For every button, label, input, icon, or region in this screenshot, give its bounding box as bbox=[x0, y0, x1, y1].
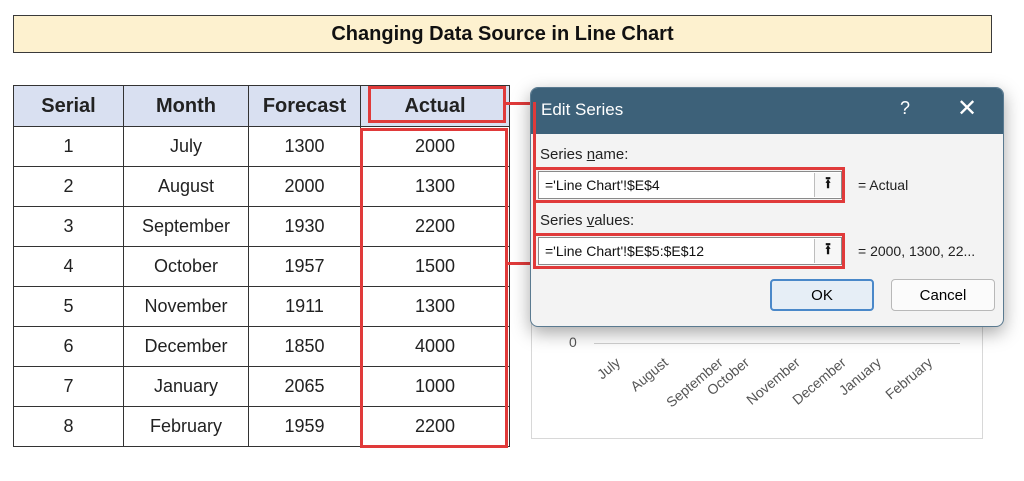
edit-series-dialog: Edit Series ? ✕ Series name: ='Line Char… bbox=[530, 87, 1004, 327]
cell-month[interactable]: January bbox=[123, 366, 249, 407]
close-icon[interactable]: ✕ bbox=[956, 95, 978, 122]
cell-forecast[interactable]: 1850 bbox=[248, 326, 361, 367]
series-name-label: Series name: bbox=[540, 146, 629, 163]
cell-month[interactable]: October bbox=[123, 246, 249, 287]
series-name-result: = Actual bbox=[858, 177, 909, 193]
table-row: 3 September 1930 2200 bbox=[13, 206, 510, 247]
cell-forecast[interactable]: 1959 bbox=[248, 406, 361, 447]
collapse-dialog-icon[interactable]: ⭱ bbox=[814, 173, 841, 197]
dialog-title: Edit Series bbox=[541, 100, 624, 119]
cell-month[interactable]: July bbox=[123, 126, 249, 167]
table-row: 8 February 1959 2200 bbox=[13, 406, 510, 447]
header-serial[interactable]: Serial bbox=[13, 85, 124, 127]
series-name-input[interactable]: ='Line Chart'!$E$4 bbox=[538, 171, 842, 199]
cell-actual[interactable]: 2200 bbox=[360, 406, 510, 447]
cell-actual[interactable]: 1300 bbox=[360, 166, 510, 207]
cell-serial[interactable]: 6 bbox=[13, 326, 124, 367]
cell-forecast[interactable]: 1957 bbox=[248, 246, 361, 287]
data-table: Serial Month Forecast Actual 1 July 1300… bbox=[13, 85, 510, 447]
header-forecast[interactable]: Forecast bbox=[248, 85, 361, 127]
x-tick-label: August bbox=[627, 354, 671, 395]
cell-serial[interactable]: 2 bbox=[13, 166, 124, 207]
cell-actual[interactable]: 2000 bbox=[360, 126, 510, 167]
dialog-title-bar[interactable]: Edit Series ? ✕ bbox=[531, 88, 1003, 134]
cell-forecast[interactable]: 1930 bbox=[248, 206, 361, 247]
cell-actual[interactable]: 2200 bbox=[360, 206, 510, 247]
cell-serial[interactable]: 8 bbox=[13, 406, 124, 447]
cell-forecast[interactable]: 2000 bbox=[248, 166, 361, 207]
table-row: 6 December 1850 4000 bbox=[13, 326, 510, 367]
table-row: 2 August 2000 1300 bbox=[13, 166, 510, 207]
table-header-row: Serial Month Forecast Actual bbox=[13, 85, 510, 127]
connector-line bbox=[506, 102, 534, 105]
cell-month[interactable]: September bbox=[123, 206, 249, 247]
connector-line bbox=[533, 102, 536, 262]
series-values-result: = 2000, 1300, 22... bbox=[858, 243, 976, 259]
cell-forecast[interactable]: 2065 bbox=[248, 366, 361, 407]
y-axis-zero-label: 0 bbox=[569, 334, 577, 350]
cell-actual[interactable]: 1500 bbox=[360, 246, 510, 287]
cell-month[interactable]: November bbox=[123, 286, 249, 327]
ok-button[interactable]: OK bbox=[770, 279, 874, 311]
series-values-label: Series values: bbox=[540, 212, 635, 229]
cell-serial[interactable]: 1 bbox=[13, 126, 124, 167]
cell-month[interactable]: August bbox=[123, 166, 249, 207]
page-title: Changing Data Source in Line Chart bbox=[13, 15, 992, 53]
cell-serial[interactable]: 7 bbox=[13, 366, 124, 407]
collapse-dialog-icon[interactable]: ⭱ bbox=[814, 239, 841, 263]
header-actual[interactable]: Actual bbox=[360, 85, 510, 127]
cell-actual[interactable]: 1300 bbox=[360, 286, 510, 327]
table-row: 7 January 2065 1000 bbox=[13, 366, 510, 407]
table-row: 1 July 1300 2000 bbox=[13, 126, 510, 167]
x-tick-label: July bbox=[593, 354, 624, 383]
x-tick-label: February bbox=[882, 354, 936, 403]
cell-serial[interactable]: 3 bbox=[13, 206, 124, 247]
cell-actual[interactable]: 1000 bbox=[360, 366, 510, 407]
cell-serial[interactable]: 5 bbox=[13, 286, 124, 327]
x-axis-line bbox=[594, 343, 960, 344]
connector-line bbox=[508, 262, 536, 265]
series-values-input[interactable]: ='Line Chart'!$E$5:$E$12 bbox=[538, 237, 842, 265]
header-month[interactable]: Month bbox=[123, 85, 249, 127]
table-row: 4 October 1957 1500 bbox=[13, 246, 510, 287]
table-row: 5 November 1911 1300 bbox=[13, 286, 510, 327]
cell-month[interactable]: December bbox=[123, 326, 249, 367]
cell-month[interactable]: February bbox=[123, 406, 249, 447]
help-icon[interactable]: ? bbox=[899, 98, 910, 118]
cell-forecast[interactable]: 1300 bbox=[248, 126, 361, 167]
cancel-button[interactable]: Cancel bbox=[891, 279, 995, 311]
cell-serial[interactable]: 4 bbox=[13, 246, 124, 287]
line-chart[interactable]: 0 July August September October November… bbox=[531, 315, 983, 439]
cell-actual[interactable]: 4000 bbox=[360, 326, 510, 367]
cell-forecast[interactable]: 1911 bbox=[248, 286, 361, 327]
